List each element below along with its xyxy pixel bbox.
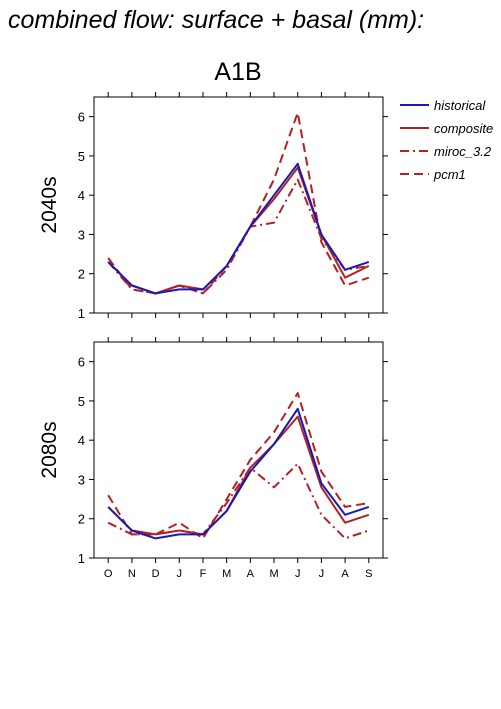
series-line-composite	[107, 415, 370, 536]
y-tick-label: 1	[78, 306, 85, 321]
figure-title: combined flow: surface + basal (mm):	[8, 6, 424, 34]
series-line-composite	[107, 166, 370, 295]
series-line-pcm1	[107, 392, 369, 540]
plot-frame-2080s	[93, 341, 384, 559]
plot-frame-2040s	[93, 96, 384, 314]
y-tick-label: 2	[78, 267, 85, 282]
y-tick-label: 6	[78, 110, 85, 125]
x-tick-label: S	[365, 568, 372, 580]
x-tick-label: J	[177, 568, 183, 580]
y-tick-label: 4	[78, 188, 85, 203]
legend-label-miroc-3-2: miroc_3.2	[434, 144, 492, 159]
x-tick-label: D	[152, 568, 160, 580]
x-tick-label: F	[200, 568, 207, 580]
x-tick-label: M	[222, 568, 231, 580]
series-line-historical	[107, 407, 370, 540]
x-tick-label: J	[295, 568, 301, 580]
y-tick-label: 5	[78, 149, 85, 164]
x-tick-label: N	[128, 568, 136, 580]
y-tick-label: 6	[78, 355, 85, 370]
panel-2080s: 1 2 3 4 5 6 O N D J F M A M J J A S	[78, 337, 388, 580]
series-line-miroc-3-2	[107, 178, 369, 295]
legend-label-composite: composite	[434, 121, 493, 136]
legend: historical composite miroc_3.2 pcm1	[400, 98, 493, 182]
x-tick-label: J	[319, 568, 325, 580]
y-tick-label: 2	[78, 512, 85, 527]
x-tick-label: A	[341, 568, 349, 580]
panel-2040s: 1 2 3 4 5 6	[78, 92, 388, 321]
y-tick-label: 3	[78, 472, 85, 487]
y-tick-label: 1	[78, 551, 85, 566]
legend-label-pcm1: pcm1	[433, 167, 466, 182]
x-tick-label: M	[269, 568, 278, 580]
scenario-title: A1B	[214, 58, 261, 86]
series-line-historical	[107, 162, 370, 295]
x-tick-label: O	[104, 568, 113, 580]
y-tick-label: 3	[78, 227, 85, 242]
series-line-pcm1	[107, 111, 370, 295]
y-tick-label: 4	[78, 433, 85, 448]
row-label-2040s: 2040s	[38, 176, 61, 233]
y-tick-label: 5	[78, 394, 85, 409]
x-tick-label: A	[247, 568, 255, 580]
row-label-2080s: 2080s	[38, 421, 61, 478]
legend-label-historical: historical	[434, 98, 486, 113]
